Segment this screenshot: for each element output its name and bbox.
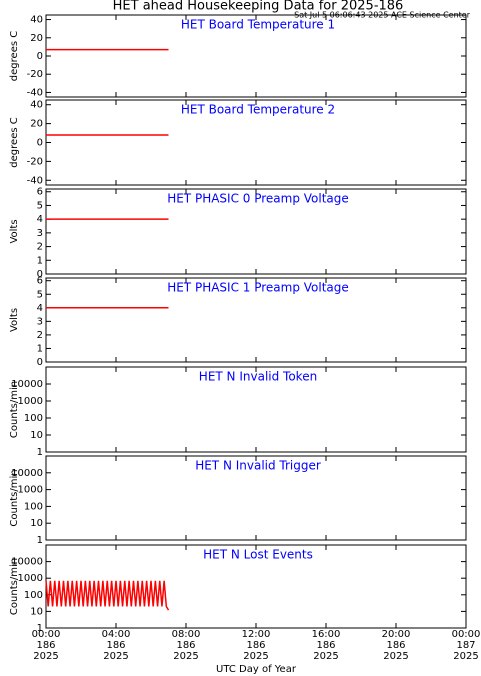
x-axis-label: UTC Day of Year [216, 664, 297, 675]
y-tick-label: 1000 [18, 485, 43, 496]
y-tick-label: 10 [30, 518, 43, 529]
x-tick-year: 2025 [33, 651, 58, 662]
y-tick-label: 1 [37, 447, 43, 458]
y-tick-label: 40 [30, 15, 43, 26]
x-tick-year: 2025 [453, 651, 478, 662]
y-tick-label: 5 [37, 200, 43, 211]
y-tick-label: 100 [24, 590, 43, 601]
y-tick-label: 10000 [11, 468, 43, 479]
x-tick-label: 20:00 [382, 629, 411, 640]
y-tick-label: 4 [37, 214, 43, 225]
panel-title: HET PHASIC 0 Preamp Voltage [167, 192, 349, 206]
y-tick-label: 100 [24, 501, 43, 512]
x-tick-day: 187 [456, 640, 475, 651]
y-tick-label: -40 [27, 175, 43, 186]
x-tick-day: 186 [386, 640, 405, 651]
y-axis-label: Counts/min [9, 558, 20, 615]
y-tick-label: 4 [37, 303, 43, 314]
chart-title: HET ahead Housekeeping Data for 2025-186 [113, 0, 404, 14]
y-tick-label: -40 [27, 87, 43, 98]
y-tick-label: 2 [37, 330, 43, 341]
y-tick-label: 6 [37, 187, 43, 198]
y-tick-label: -20 [27, 69, 43, 80]
y-tick-label: 40 [30, 100, 43, 111]
y-axis-label: Volts [9, 219, 20, 243]
y-tick-label: 2 [37, 242, 43, 253]
y-axis-label: Volts [9, 308, 20, 332]
y-tick-label: 10000 [11, 557, 43, 568]
y-tick-label: 10 [30, 430, 43, 441]
y-tick-label: 1 [37, 535, 43, 546]
x-tick-label: 00:00 [32, 629, 61, 640]
y-tick-label: 0 [37, 51, 43, 62]
y-tick-label: 3 [37, 316, 43, 327]
y-tick-label: 20 [30, 119, 43, 130]
x-tick-day: 186 [106, 640, 125, 651]
y-tick-label: 10 [30, 606, 43, 617]
y-tick-label: 6 [37, 276, 43, 287]
x-tick-label: 12:00 [242, 629, 271, 640]
x-tick-year: 2025 [173, 651, 198, 662]
y-axis-label: Counts/min [9, 469, 20, 526]
y-tick-label: 1 [37, 343, 43, 354]
x-tick-label: 16:00 [312, 629, 341, 640]
y-tick-label: -20 [27, 156, 43, 167]
y-tick-label: 1000 [18, 396, 43, 407]
y-tick-label: 0 [37, 357, 43, 368]
y-tick-label: 1000 [18, 573, 43, 584]
y-tick-label: 5 [37, 289, 43, 300]
y-tick-label: 20 [30, 33, 43, 44]
y-tick-label: 1 [37, 623, 43, 634]
panel-title: HET Board Temperature 2 [181, 103, 335, 117]
x-tick-day: 186 [176, 640, 195, 651]
y-tick-label: 100 [24, 413, 43, 424]
data-line [45, 580, 170, 611]
x-tick-label: 08:00 [172, 629, 201, 640]
panel-title: HET N Invalid Token [199, 370, 317, 384]
y-tick-label: 3 [37, 228, 43, 239]
y-axis-label: degrees C [9, 117, 20, 167]
x-tick-day: 186 [316, 640, 335, 651]
y-tick-label: 0 [37, 269, 43, 280]
x-tick-day: 186 [246, 640, 265, 651]
y-axis-label: Counts/min [9, 381, 20, 438]
y-tick-label: 1 [37, 255, 43, 266]
x-tick-label: 00:00 [452, 629, 481, 640]
x-tick-day: 186 [36, 640, 55, 651]
panel-title: HET N Lost Events [203, 548, 313, 562]
x-tick-year: 2025 [383, 651, 408, 662]
y-axis-label: degrees C [9, 31, 20, 81]
x-tick-label: 04:00 [102, 629, 131, 640]
panel-title: HET Board Temperature 1 [181, 18, 335, 32]
panel-title: HET N Invalid Trigger [195, 459, 321, 473]
panel-title: HET PHASIC 1 Preamp Voltage [167, 281, 349, 295]
x-tick-year: 2025 [103, 651, 128, 662]
x-tick-year: 2025 [313, 651, 338, 662]
y-tick-label: 10000 [11, 379, 43, 390]
y-tick-label: 0 [37, 138, 43, 149]
x-tick-year: 2025 [243, 651, 268, 662]
